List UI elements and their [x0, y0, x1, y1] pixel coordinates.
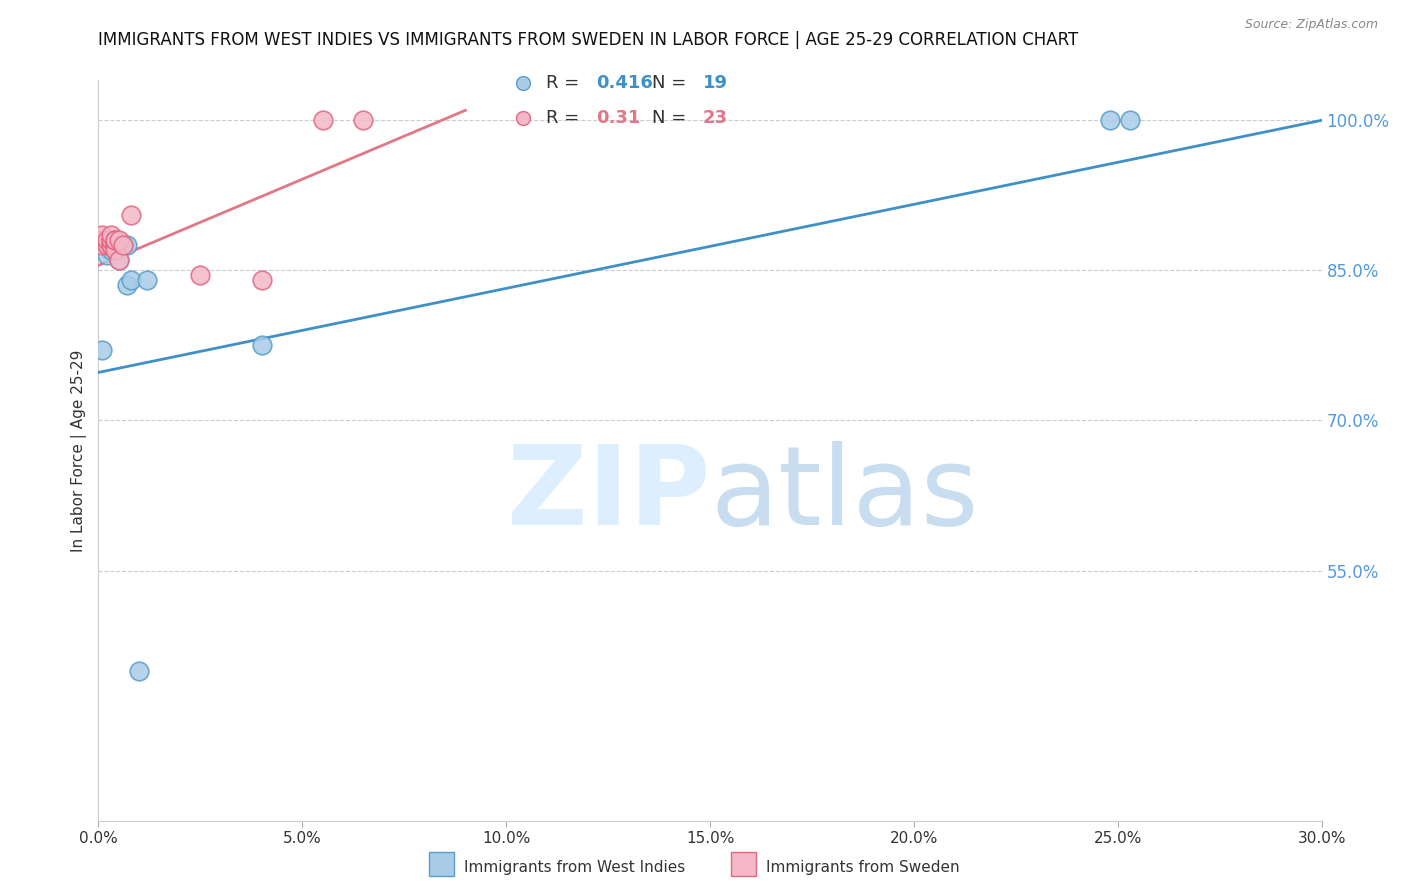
Point — [100, 233, 122, 247]
Point — [91, 228, 114, 243]
Point — [100, 233, 122, 247]
Point — [352, 113, 374, 128]
Point — [91, 343, 114, 358]
Point — [111, 238, 134, 252]
Text: R =: R = — [546, 109, 585, 127]
Point — [104, 238, 127, 252]
Point — [104, 238, 127, 252]
Text: 0.31: 0.31 — [596, 109, 641, 127]
Text: ZIP: ZIP — [506, 442, 710, 549]
Text: atlas: atlas — [710, 442, 979, 549]
Point — [120, 208, 142, 222]
Point — [111, 238, 134, 252]
Point — [108, 238, 131, 252]
Point — [108, 238, 131, 252]
Point — [120, 273, 142, 287]
Text: Source: ZipAtlas.com: Source: ZipAtlas.com — [1244, 18, 1378, 31]
Point — [104, 244, 127, 258]
Point — [104, 238, 127, 252]
Point — [1098, 113, 1121, 128]
Text: N =: N = — [652, 74, 692, 92]
Text: Immigrants from West Indies: Immigrants from West Indies — [464, 860, 685, 874]
Point — [108, 233, 131, 247]
Text: 0.416: 0.416 — [596, 74, 652, 92]
Point — [1119, 113, 1142, 128]
Text: 19: 19 — [703, 74, 728, 92]
Point — [100, 238, 122, 252]
Text: Immigrants from Sweden: Immigrants from Sweden — [766, 860, 960, 874]
Point — [96, 248, 118, 262]
Text: 23: 23 — [703, 109, 728, 127]
Point — [91, 233, 114, 247]
Text: R =: R = — [546, 74, 585, 92]
Point — [100, 244, 122, 258]
Point — [96, 238, 118, 252]
Y-axis label: In Labor Force | Age 25-29: In Labor Force | Age 25-29 — [72, 350, 87, 551]
Point — [111, 238, 134, 252]
Point — [104, 233, 127, 247]
Point — [115, 278, 138, 293]
Point — [312, 113, 335, 128]
Point — [115, 238, 138, 252]
Point — [250, 273, 273, 287]
Point — [104, 238, 127, 252]
Text: IMMIGRANTS FROM WEST INDIES VS IMMIGRANTS FROM SWEDEN IN LABOR FORCE | AGE 25-29: IMMIGRANTS FROM WEST INDIES VS IMMIGRANT… — [98, 31, 1078, 49]
Point — [91, 238, 114, 252]
Point — [250, 338, 273, 352]
Point — [96, 233, 118, 247]
Point — [100, 238, 122, 252]
Point — [100, 228, 122, 243]
Text: N =: N = — [652, 109, 692, 127]
Point — [108, 253, 131, 268]
Point — [136, 273, 159, 287]
Point — [188, 268, 212, 283]
Point — [108, 253, 131, 268]
Point — [104, 233, 127, 247]
Point — [128, 664, 150, 678]
Point — [100, 238, 122, 252]
